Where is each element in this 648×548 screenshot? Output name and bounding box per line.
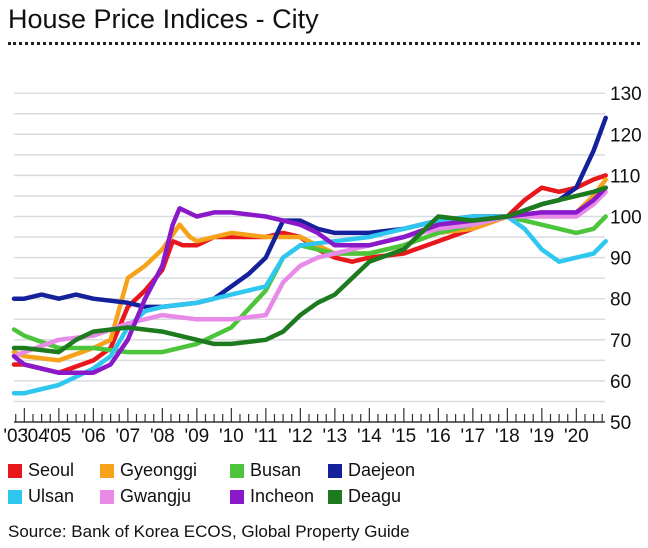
- x-tick-label: '13: [322, 426, 347, 447]
- y-tick-label: 80: [610, 290, 631, 311]
- title-divider: [8, 42, 640, 45]
- y-tick-label: 50: [610, 413, 631, 434]
- y-tick-label: 130: [610, 84, 642, 105]
- y-tick-label: 110: [610, 166, 640, 187]
- x-tick-label: '11: [254, 426, 277, 447]
- y-tick-label: 120: [610, 125, 642, 146]
- x-tick-label: '12: [288, 426, 313, 447]
- y-tick-label: 90: [610, 249, 631, 270]
- legend-item-ulsan: Ulsan: [8, 486, 74, 507]
- legend-item-gwangju: Gwangju: [100, 486, 191, 507]
- legend-label: Seoul: [28, 460, 75, 480]
- x-tick-label: '17: [460, 426, 485, 447]
- series-line-ulsan: [11, 214, 608, 396]
- x-tick-label: '19: [529, 426, 554, 447]
- x-tick-label: '18: [495, 426, 520, 447]
- x-tick-label: '20: [564, 426, 589, 447]
- legend-swatch: [8, 489, 22, 504]
- legend-swatch: [230, 489, 244, 504]
- legend-item-deagu: Deagu: [328, 486, 401, 507]
- legend-swatch: [328, 489, 342, 504]
- x-tick-label: '16: [426, 426, 451, 447]
- legend-label: Gwangju: [120, 486, 192, 506]
- x-tick-label: '03: [3, 426, 28, 447]
- x-tick-label: '09: [184, 426, 209, 447]
- legend-label: Incheon: [250, 486, 315, 506]
- legend-label: Busan: [250, 460, 302, 480]
- x-tick-label: '07: [115, 426, 140, 447]
- series-line-busan: [11, 214, 608, 355]
- y-tick-label: 60: [610, 372, 631, 393]
- y-tick-label: 100: [610, 208, 642, 229]
- series-line-deagu: [11, 185, 608, 355]
- legend-swatch: [8, 463, 22, 478]
- y-tick-label: 70: [610, 331, 631, 352]
- legend-swatch: [100, 489, 114, 504]
- legend-item-busan: Busan: [230, 460, 301, 481]
- legend-label: Daejeon: [348, 460, 416, 480]
- legend-item-daejeon: Daejeon: [328, 460, 415, 481]
- chart-title: House Price Indices - City: [8, 4, 319, 34]
- x-tick-label: '08: [150, 426, 175, 447]
- x-tick-label: '05: [46, 426, 71, 447]
- legend-swatch: [230, 463, 244, 478]
- legend-swatch: [328, 463, 342, 478]
- x-tick-label: '14: [357, 426, 382, 447]
- x-tick-label: '15: [391, 426, 416, 447]
- legend-label: Deagu: [348, 486, 402, 506]
- source-note: Source: Bank of Korea ECOS, Global Prope…: [8, 522, 410, 541]
- x-tick-label: '06: [81, 426, 106, 447]
- legend-swatch: [100, 463, 114, 478]
- legend-item-incheon: Incheon: [230, 486, 314, 507]
- legend-label: Ulsan: [28, 486, 75, 506]
- legend-label: Gyeonggi: [120, 460, 198, 480]
- x-tick-label: '04: [24, 426, 49, 447]
- x-tick-label: '10: [219, 426, 244, 447]
- legend-item-gyeonggi: Gyeonggi: [100, 460, 197, 481]
- legend-item-seoul: Seoul: [8, 460, 74, 481]
